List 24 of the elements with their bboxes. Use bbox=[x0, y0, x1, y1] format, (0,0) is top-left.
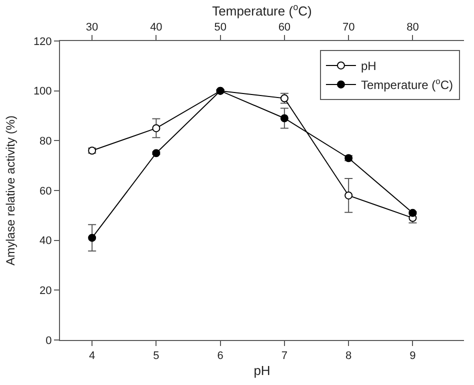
x-tick-label: 6 bbox=[217, 350, 224, 362]
x-tick-label: 4 bbox=[88, 350, 96, 362]
legend-label: pH bbox=[360, 59, 376, 74]
x2-tick-label: 60 bbox=[278, 22, 291, 34]
y-tick-label: 0 bbox=[46, 334, 52, 347]
y-tick-label: 120 bbox=[33, 36, 52, 48]
x-tick-label: 9 bbox=[410, 350, 416, 362]
y-tick-label: 80 bbox=[40, 136, 52, 148]
x-axis-title: pH bbox=[254, 362, 270, 378]
x2-tick-label: 50 bbox=[214, 22, 226, 34]
y-tick-label: 40 bbox=[40, 235, 52, 248]
y-tick-label: 60 bbox=[40, 185, 52, 198]
y-tick-label: 20 bbox=[40, 285, 52, 298]
x2-tick-label: 30 bbox=[86, 22, 98, 34]
x-tick-label: 7 bbox=[281, 350, 288, 362]
legend-label: Temperature ($^{o}$C) bbox=[360, 76, 454, 92]
x-tick-label: 5 bbox=[153, 350, 160, 362]
y-axis-title: Amylase relative activity (%) bbox=[4, 115, 18, 266]
x-tick-label: 8 bbox=[346, 350, 352, 362]
x2-tick-label: 70 bbox=[342, 22, 355, 34]
x2-axis-title: Temperature ($^{o}$C) bbox=[212, 2, 312, 19]
x2-tick-label: 40 bbox=[150, 22, 162, 34]
x2-tick-label: 80 bbox=[406, 22, 419, 34]
y-tick-label: 100 bbox=[33, 86, 52, 98]
